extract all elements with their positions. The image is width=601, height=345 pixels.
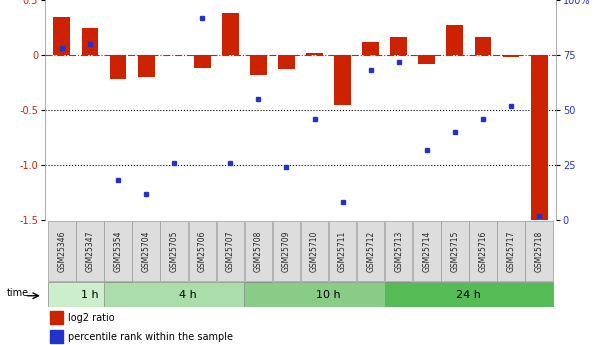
Bar [82, 28, 99, 55]
Bar [334, 55, 351, 105]
Bar [250, 55, 267, 75]
Text: GSM25718: GSM25718 [534, 230, 543, 272]
FancyBboxPatch shape [76, 220, 104, 282]
FancyBboxPatch shape [357, 220, 385, 282]
Text: time: time [7, 288, 29, 298]
Text: 24 h: 24 h [457, 289, 481, 299]
Bar [50, 311, 63, 324]
Bar [222, 13, 239, 55]
FancyBboxPatch shape [104, 282, 272, 307]
Text: GSM25347: GSM25347 [85, 230, 94, 272]
Text: 10 h: 10 h [316, 289, 341, 299]
Bar [53, 17, 70, 55]
FancyBboxPatch shape [300, 220, 328, 282]
Text: GSM25710: GSM25710 [310, 230, 319, 272]
Text: GSM25346: GSM25346 [58, 230, 67, 272]
Text: GSM25711: GSM25711 [338, 230, 347, 272]
FancyBboxPatch shape [160, 220, 188, 282]
FancyBboxPatch shape [329, 220, 356, 282]
Bar [50, 330, 63, 343]
Bar [109, 55, 126, 79]
Bar [531, 55, 548, 226]
Text: GSM25704: GSM25704 [142, 230, 151, 272]
Text: GSM25707: GSM25707 [226, 230, 235, 272]
FancyBboxPatch shape [132, 220, 160, 282]
Text: GSM25712: GSM25712 [366, 230, 375, 272]
Text: GSM25714: GSM25714 [423, 230, 432, 272]
FancyBboxPatch shape [469, 220, 496, 282]
FancyBboxPatch shape [245, 220, 272, 282]
Text: GSM25708: GSM25708 [254, 230, 263, 272]
FancyBboxPatch shape [189, 220, 216, 282]
Text: GSM25705: GSM25705 [169, 230, 178, 272]
Text: GSM25706: GSM25706 [198, 230, 207, 272]
Bar [475, 37, 492, 55]
FancyBboxPatch shape [525, 220, 553, 282]
FancyBboxPatch shape [245, 282, 413, 307]
Text: 1 h: 1 h [81, 289, 99, 299]
Text: GSM25715: GSM25715 [450, 230, 459, 272]
Bar [138, 55, 154, 77]
Bar [418, 55, 435, 64]
Bar [447, 25, 463, 55]
Text: GSM25716: GSM25716 [478, 230, 487, 272]
FancyBboxPatch shape [441, 220, 469, 282]
FancyBboxPatch shape [385, 282, 553, 307]
Text: percentile rank within the sample: percentile rank within the sample [68, 332, 233, 342]
FancyBboxPatch shape [216, 220, 244, 282]
Bar [502, 55, 519, 57]
FancyBboxPatch shape [48, 282, 132, 307]
Bar [194, 55, 211, 68]
FancyBboxPatch shape [105, 220, 132, 282]
Text: GSM25713: GSM25713 [394, 230, 403, 272]
FancyBboxPatch shape [413, 220, 441, 282]
FancyBboxPatch shape [385, 220, 412, 282]
Text: log2 ratio: log2 ratio [68, 313, 115, 323]
Bar [278, 55, 295, 69]
Text: GSM25354: GSM25354 [114, 230, 123, 272]
Text: 4 h: 4 h [179, 289, 197, 299]
FancyBboxPatch shape [48, 220, 76, 282]
Text: GSM25717: GSM25717 [507, 230, 516, 272]
Bar [306, 53, 323, 55]
FancyBboxPatch shape [497, 220, 525, 282]
Bar [362, 42, 379, 55]
FancyBboxPatch shape [273, 220, 300, 282]
Text: GSM25709: GSM25709 [282, 230, 291, 272]
Bar [390, 37, 407, 55]
